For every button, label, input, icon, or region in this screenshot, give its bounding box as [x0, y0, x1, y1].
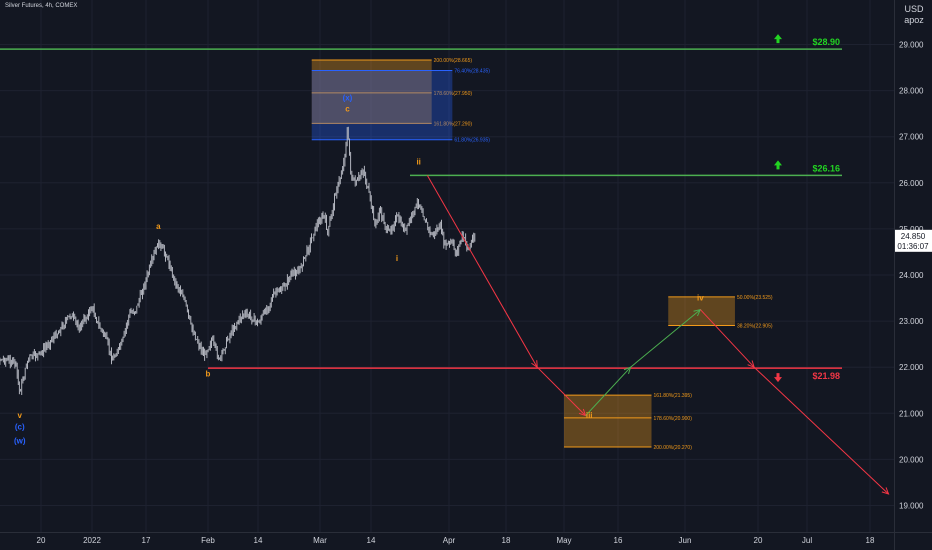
price-bars — [0, 126, 476, 395]
chart-title: Silver Futures, 4h, COMEX — [5, 3, 78, 9]
x-tick-label-1: 2022 — [83, 536, 101, 545]
fib-zone-box — [311, 70, 453, 140]
wave-label-0: v — [18, 411, 23, 420]
fib-label-0: 76.40%(28.435) — [454, 69, 490, 75]
fib-label-1: 38.20%(22.905) — [737, 323, 773, 329]
x-tick-label-8: 18 — [502, 536, 511, 545]
y-axis-labels: 29.000 28.000 27.000 26.000 25.000 24.000 23.0… — [899, 41, 924, 511]
fib-label-0: 50.00%(23.525) — [737, 295, 773, 301]
wave-label-10: iv — [697, 293, 704, 302]
fib-label-1: 178.60%(27.950) — [434, 91, 473, 97]
x-tick-label-5: Mar — [313, 536, 327, 545]
wave-label-2: (w) — [14, 436, 26, 445]
x-tick-label-14: 18 — [866, 536, 875, 545]
x-tick-label-13: Jul — [802, 536, 812, 545]
projection-segment-3 — [630, 309, 701, 368]
projection-segment-1 — [536, 366, 586, 416]
y-tick-label-9: 20.000 — [899, 455, 924, 464]
y-tick-label-0: 29.000 — [899, 41, 924, 50]
level-arrow-up-icon — [774, 34, 782, 44]
x-axis-labels: 20 2022 17 Feb 14 Mar 14 Apr 18 May 16 Jun 20 Jul 18 — [37, 536, 875, 545]
current-price-countdown: 01:36:07 — [897, 242, 929, 251]
wave-label-4: b — [206, 369, 211, 378]
x-tick-label-9: May — [556, 536, 571, 545]
level-label-0: $28.90 — [812, 37, 840, 47]
current-price-tag — [895, 229, 932, 252]
x-tick-label-12: 20 — [754, 536, 763, 545]
y-tick-label-3: 26.000 — [899, 179, 924, 188]
x-tick-label-6: 14 — [367, 536, 376, 545]
x-tick-label-7: Apr — [443, 536, 456, 545]
fib-label-1: 178.60%(20.900) — [654, 416, 693, 422]
fib-zone-wave-c-blue-extension: 76.40%(28.435) 61.80%(26.935) — [311, 69, 490, 144]
projection-segment-0 — [426, 175, 538, 368]
x-tick-label-2: 17 — [142, 536, 151, 545]
projection-arrowhead-icon — [881, 487, 890, 495]
y-tick-label-2: 27.000 — [899, 133, 924, 142]
author-label: apoz — [904, 15, 924, 25]
y-tick-label-1: 28.000 — [899, 87, 924, 96]
level-label-2: $21.98 — [812, 371, 840, 381]
x-tick-label-3: Feb — [201, 536, 215, 545]
wave-label-1: (c) — [15, 422, 25, 431]
x-tick-label-10: 16 — [614, 536, 623, 545]
y-tick-label-6: 23.000 — [899, 317, 924, 326]
projection-segment-4 — [700, 309, 755, 368]
projection-segment-5 — [753, 366, 889, 495]
wave-label-5: (x) — [343, 94, 353, 103]
fib-label-0: 161.80%(21.395) — [654, 393, 693, 399]
fib-zone-box — [564, 395, 652, 447]
x-tick-label-4: 14 — [254, 536, 263, 545]
y-tick-label-4: 25.000 — [899, 225, 924, 234]
fib-zone-wave-iv-target: 50.00%(23.525) 38.20%(22.905) — [668, 295, 773, 329]
current-price-value: 24.850 — [901, 232, 926, 241]
y-tick-label-10: 19.000 — [899, 502, 924, 511]
wave-label-9: iii — [586, 411, 593, 420]
x-tick-label-0: 20 — [37, 536, 46, 545]
x-tick-label-11: Jun — [679, 536, 692, 545]
fib-zone-wave-iii-target: 161.80%(21.395) 178.60%(20.900) 200.00%(20… — [564, 393, 692, 451]
level-arrow-down-icon — [774, 373, 782, 383]
fib-label-1: 61.80%(26.935) — [454, 138, 490, 144]
fib-label-2: 200.00%(20.270) — [654, 445, 693, 451]
y-tick-label-5: 24.000 — [899, 271, 924, 280]
y-tick-label-8: 21.000 — [899, 409, 924, 418]
wave-label-3: a — [156, 222, 161, 231]
projection-segment-2 — [585, 366, 631, 416]
currency-label: USD — [904, 4, 924, 14]
y-tick-label-7: 22.000 — [899, 363, 924, 372]
level-label-1: $26.16 — [812, 163, 840, 173]
fib-label-0: 200.00%(28.665) — [434, 58, 473, 64]
wave-label-6: c — [345, 104, 350, 113]
currency-header: USD apoz — [896, 4, 932, 26]
fib-label-2: 161.80%(27.290) — [434, 121, 473, 127]
wave-label-8: ii — [416, 157, 420, 166]
level-arrow-up-icon — [774, 160, 782, 170]
wave-label-7: i — [396, 254, 398, 263]
